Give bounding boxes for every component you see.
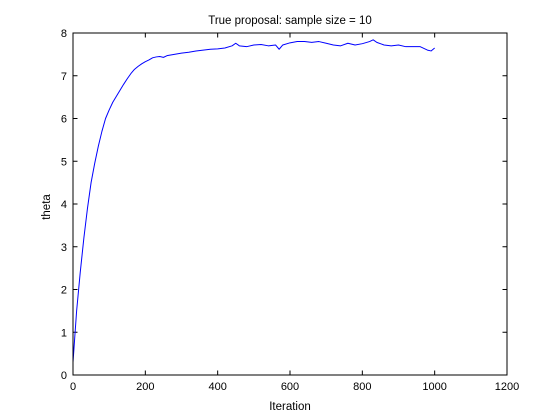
x-tick-label: 800 (353, 381, 371, 393)
x-tick-label: 400 (208, 381, 226, 393)
x-tick-label: 600 (281, 381, 299, 393)
series-line-0 (72, 39, 435, 363)
y-tick-label: 7 (61, 71, 67, 83)
data-layer (72, 39, 435, 363)
x-tick-label: 1200 (495, 381, 519, 393)
y-tick-label: 1 (61, 327, 67, 339)
y-tick-label: 3 (61, 242, 67, 254)
x-axis-label: Iteration (269, 401, 311, 413)
y-axis-label: theta (41, 194, 53, 220)
x-tick-label: 200 (136, 381, 154, 393)
y-tick-label: 8 (61, 28, 67, 40)
y-tick-label: 5 (61, 156, 67, 168)
x-tick-label: 1000 (422, 381, 446, 393)
y-tick-label: 4 (61, 199, 67, 211)
x-tick-label: 0 (70, 381, 76, 393)
y-tick-label: 2 (61, 285, 67, 297)
plot-frame (72, 32, 508, 376)
y-tick-label: 0 (61, 370, 67, 382)
plot-area (73, 33, 507, 375)
y-tick-label: 6 (61, 114, 67, 126)
axis-ticks: 0 200 400 600 800 1000 1200 0 1 2 3 4 5 6 7 8 (61, 28, 519, 393)
chart-title: True proposal: sample size = 10 (208, 15, 372, 27)
